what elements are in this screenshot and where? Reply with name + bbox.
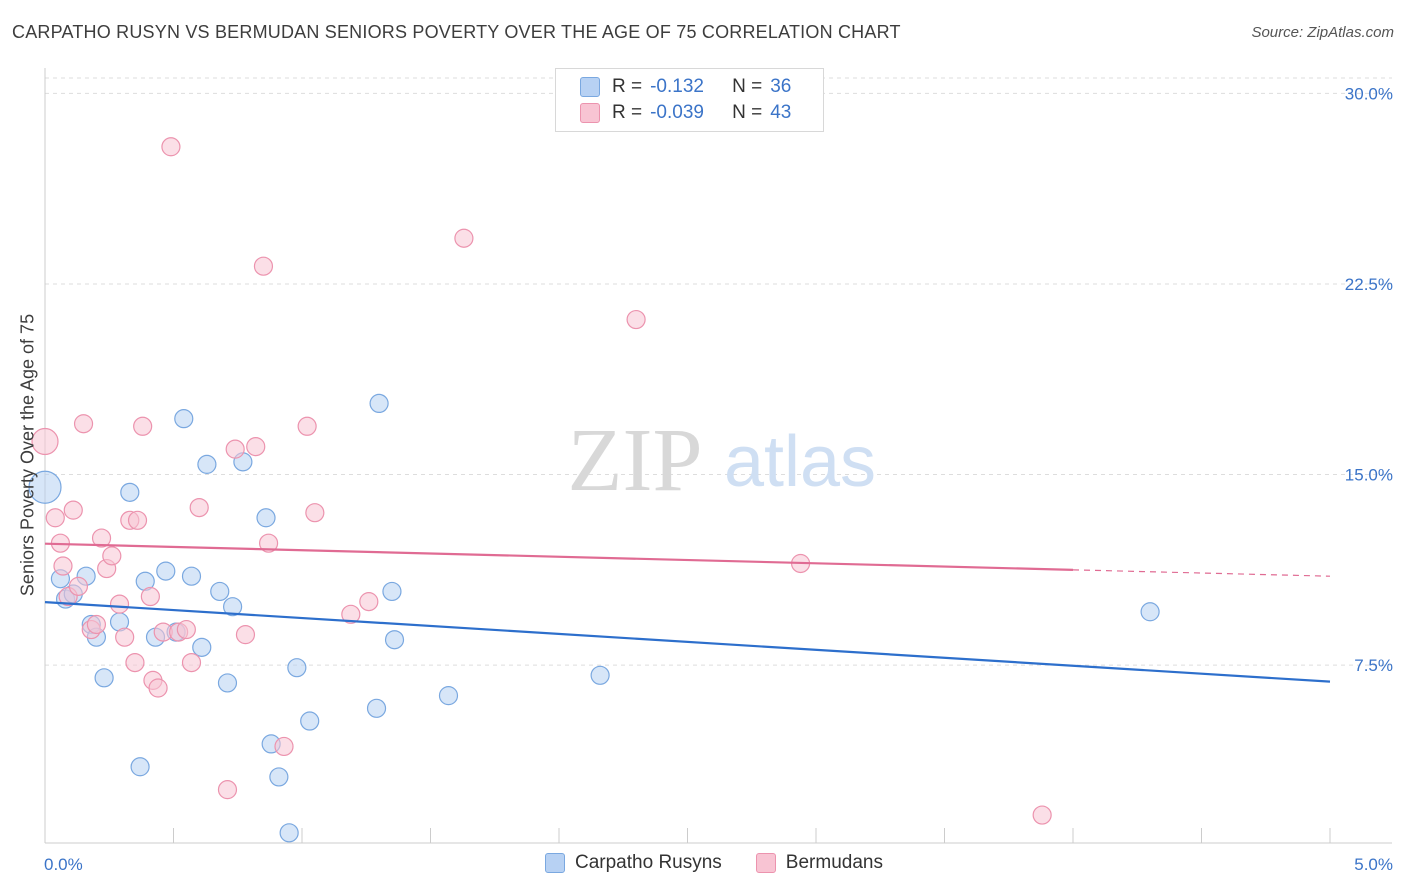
bermudans-point bbox=[235, 625, 256, 645]
bermudans-point bbox=[246, 437, 266, 457]
bermudans-point bbox=[181, 652, 202, 673]
legend-swatch-pink bbox=[580, 103, 600, 123]
bermudans-point bbox=[176, 619, 196, 640]
series-legend: Carpatho Rusyns Bermudans bbox=[545, 852, 917, 874]
legend-row-carpatho: R = -0.132 N = 36 bbox=[580, 75, 791, 99]
legend-row-bermudans: R = -0.039 N = 43 bbox=[580, 101, 791, 125]
watermark: ZIP atlas bbox=[568, 411, 877, 510]
bermudans-point bbox=[63, 500, 83, 520]
legend-r-label: R = bbox=[612, 76, 643, 97]
y-tick-label: 30.0% bbox=[1345, 84, 1393, 103]
stats-legend: R = -0.132 N = 36 R = -0.039 N = 43 bbox=[555, 68, 824, 132]
legend-r-value: -0.039 bbox=[650, 102, 704, 123]
carpatho-rusyns-point bbox=[256, 508, 276, 528]
x-tick-label-min: 0.0% bbox=[44, 855, 83, 874]
carpatho-rusyns-point bbox=[369, 393, 389, 414]
bermudans-point bbox=[31, 427, 59, 456]
bermudans-point bbox=[274, 736, 294, 757]
bermudans-point bbox=[189, 497, 209, 518]
trendlines bbox=[44, 542, 1331, 683]
bermudans-point bbox=[91, 528, 112, 548]
carpatho-rusyns-point bbox=[382, 581, 402, 602]
watermark-zip: ZIP bbox=[568, 411, 703, 510]
y-tick-label: 7.5% bbox=[1354, 656, 1393, 675]
bermudans-point bbox=[1032, 805, 1052, 825]
legend-item-carpatho-rusyns[interactable]: Carpatho Rusyns bbox=[545, 852, 722, 874]
bermudans-point bbox=[109, 594, 130, 614]
y-tick-label: 15.0% bbox=[1345, 466, 1393, 485]
grid-lines bbox=[45, 77, 1392, 666]
bermudans-point bbox=[258, 533, 279, 553]
y-tick-label: 22.5% bbox=[1345, 275, 1393, 294]
bermudans-point bbox=[341, 604, 361, 624]
bermudans-point bbox=[626, 309, 646, 330]
carpatho-rusyns-point bbox=[300, 711, 320, 731]
carpatho-rusyns-point bbox=[366, 698, 387, 718]
legend-swatch-blue bbox=[580, 77, 600, 97]
legend-item-bermudans[interactable]: Bermudans bbox=[755, 852, 883, 874]
bermudans-point bbox=[225, 439, 245, 459]
tick-labels: 7.5% 15.0% 22.5% 30.0% 0.0% 5.0% bbox=[44, 84, 1393, 874]
carpatho-rusyns-point bbox=[94, 668, 114, 688]
bermudans-point bbox=[359, 592, 379, 612]
axes bbox=[44, 68, 1392, 844]
bermudans-point bbox=[127, 510, 148, 530]
bermudans-point bbox=[68, 576, 89, 596]
bermudans-trendline-extension bbox=[1072, 569, 1331, 577]
legend-n-value: 36 bbox=[770, 76, 792, 97]
carpatho-rusyns-point bbox=[181, 566, 202, 586]
carpatho-rusyns-point bbox=[223, 597, 243, 617]
carpatho-rusyns-point bbox=[120, 482, 140, 502]
carpatho-rusyns-point bbox=[197, 454, 217, 474]
watermark-atlas: atlas bbox=[724, 422, 876, 502]
carpatho-rusyns-point bbox=[210, 581, 230, 602]
bermudans-point bbox=[133, 416, 153, 436]
legend-n-value: 43 bbox=[770, 102, 792, 123]
carpatho-rusyns-point bbox=[28, 470, 62, 504]
legend-item-label: Bermudans bbox=[785, 852, 883, 873]
legend-swatch-blue bbox=[545, 853, 565, 873]
bermudans-points bbox=[31, 137, 1052, 825]
carpatho-rusyns-point bbox=[590, 665, 610, 685]
carpatho-rusyns-point bbox=[287, 658, 307, 678]
legend-r-label: R = bbox=[612, 102, 643, 123]
y-axis-label: Seniors Poverty Over the Age of 75 bbox=[17, 313, 38, 597]
bermudans-point bbox=[148, 678, 168, 698]
legend-n-label: N = bbox=[732, 102, 763, 123]
legend-swatch-pink bbox=[755, 853, 776, 873]
carpatho-rusyns-point bbox=[438, 686, 459, 706]
legend-item-label: Carpatho Rusyns bbox=[575, 852, 722, 873]
bermudans-point bbox=[53, 556, 73, 576]
bermudans-point bbox=[115, 627, 135, 647]
bermudans-point bbox=[45, 508, 65, 528]
carpatho-rusyns-point bbox=[1140, 602, 1160, 622]
bermudans-point bbox=[86, 614, 107, 635]
bermudans-trendline bbox=[44, 542, 1074, 571]
bermudans-point bbox=[297, 416, 317, 436]
carpatho-rusyns-point bbox=[174, 409, 194, 429]
bermudans-point bbox=[140, 586, 160, 607]
bermudans-point bbox=[102, 546, 122, 566]
bermudans-point bbox=[305, 503, 325, 523]
bermudans-point bbox=[253, 256, 274, 276]
legend-r-value: -0.132 bbox=[650, 76, 704, 97]
carpatho-rusyns-trendline bbox=[44, 601, 1331, 683]
carpatho-rusyns-point bbox=[384, 630, 405, 650]
carpatho-rusyns-point bbox=[130, 757, 150, 777]
bermudans-point bbox=[73, 414, 94, 434]
bermudans-point bbox=[454, 228, 474, 248]
bermudans-point bbox=[161, 137, 181, 157]
source-label: Source: ZipAtlas.com bbox=[1251, 24, 1394, 41]
carpatho-rusyns-point bbox=[217, 673, 238, 693]
carpatho-rusyns-point bbox=[279, 823, 299, 843]
carpatho-rusyns-point bbox=[156, 561, 176, 581]
carpatho-rusyns-point bbox=[269, 767, 289, 787]
legend-n-label: N = bbox=[732, 76, 763, 97]
carpatho-rusyns-point bbox=[192, 637, 212, 657]
chart-title: CARPATHO RUSYN VS BERMUDAN SENIORS POVER… bbox=[12, 22, 901, 42]
x-tick-label-max: 5.0% bbox=[1354, 855, 1393, 874]
bermudans-point bbox=[125, 652, 145, 673]
bermudans-point bbox=[217, 780, 238, 800]
